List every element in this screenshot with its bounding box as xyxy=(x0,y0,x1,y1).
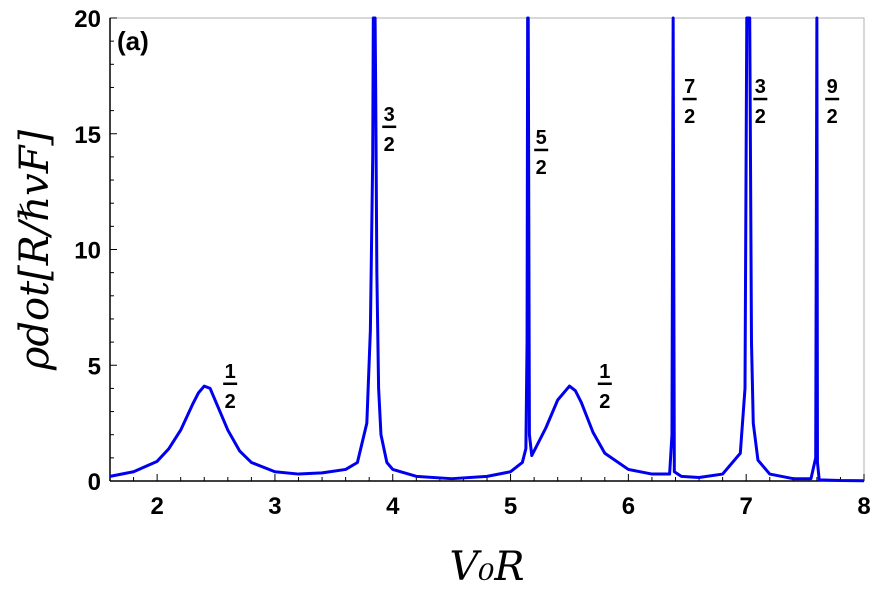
peak-label-denominator: 2 xyxy=(684,106,695,128)
peak-label-denominator: 2 xyxy=(384,134,395,156)
peak-label-numerator: 1 xyxy=(599,361,610,383)
peak-label-numerator: 7 xyxy=(684,76,695,98)
peak-label: 12 xyxy=(223,361,238,413)
peak-label-numerator: 9 xyxy=(827,76,838,98)
peak-label-denominator: 2 xyxy=(536,157,547,179)
y-tick-label: 0 xyxy=(88,469,101,496)
y-tick-label: 5 xyxy=(88,353,101,380)
peak-label: 32 xyxy=(382,104,397,156)
peak-label: 12 xyxy=(597,361,612,413)
x-tick-label: 4 xyxy=(386,493,400,520)
x-tick-label: 3 xyxy=(268,493,281,520)
x-tick-label: 6 xyxy=(622,493,635,520)
x-tick-label: 7 xyxy=(740,493,753,520)
peak-label: 32 xyxy=(753,76,768,128)
x-tick-label: 8 xyxy=(857,493,870,520)
y-axis-title: ρdot[R/ℏvF] xyxy=(12,130,58,372)
peak-label-numerator: 3 xyxy=(384,104,395,126)
x-tick-label: 2 xyxy=(150,493,163,520)
peak-label-numerator: 3 xyxy=(755,76,766,98)
plot-area xyxy=(109,16,865,483)
peak-label: 72 xyxy=(682,76,697,128)
y-tick-label: 10 xyxy=(74,238,101,265)
peak-label-denominator: 2 xyxy=(599,391,610,413)
peak-label-denominator: 2 xyxy=(225,391,236,413)
peak-label: 92 xyxy=(825,76,840,128)
y-tick-label: 20 xyxy=(74,6,101,33)
panel-label: (a) xyxy=(117,26,149,56)
peak-label: 52 xyxy=(534,127,549,179)
x-tick-label: 5 xyxy=(504,493,517,520)
peak-label-numerator: 5 xyxy=(536,127,547,149)
y-tick-label: 15 xyxy=(74,122,101,149)
peak-label-numerator: 1 xyxy=(225,361,236,383)
peak-label-denominator: 2 xyxy=(827,106,838,128)
peak-label-denominator: 2 xyxy=(755,106,766,128)
x-axis-title: V₀R xyxy=(449,544,524,590)
data-series-line xyxy=(109,16,865,483)
